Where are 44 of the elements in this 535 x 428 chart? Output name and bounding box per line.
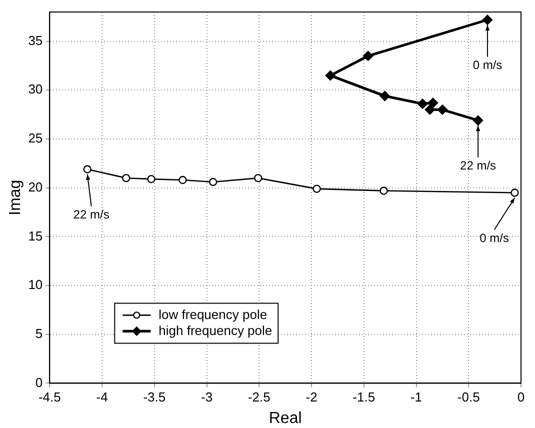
point	[417, 98, 428, 109]
x-tick-label: -0.5	[457, 390, 480, 405]
point	[208, 178, 218, 186]
x-tick-label: -3.5	[143, 390, 166, 405]
point	[428, 98, 438, 108]
point	[312, 184, 321, 193]
y-tick-label: 25	[28, 130, 43, 146]
y-tick-label: 0	[35, 374, 43, 390]
point	[472, 115, 484, 126]
x-axis-title: Real	[268, 410, 302, 427]
x-tick-label: -2	[306, 390, 318, 405]
annotation: 0 m/s	[480, 231, 510, 246]
point	[380, 90, 390, 102]
x-tick-label: -1	[410, 390, 422, 405]
point	[178, 176, 187, 184]
y-tick-label: 10	[28, 277, 43, 292]
x-tick-label: -4.5	[38, 390, 61, 405]
y-tick-label: 20	[28, 179, 43, 194]
point	[380, 186, 388, 195]
point	[254, 174, 262, 182]
x-tick-label: -4	[96, 390, 108, 405]
y-tick-label: 5	[35, 326, 43, 341]
point	[147, 174, 156, 184]
point	[482, 14, 493, 25]
point	[437, 104, 448, 115]
y-tick-label: 15	[28, 228, 43, 244]
point	[510, 188, 519, 197]
x-tick-label: -3	[200, 390, 213, 405]
x-tick-label: -1.5	[352, 390, 376, 405]
x-tick-label: 0	[517, 390, 525, 405]
point	[362, 50, 374, 62]
point	[325, 70, 336, 81]
legend-label: high frequency pole	[158, 322, 272, 338]
annotation: 22 m/s	[73, 208, 110, 222]
y-tick-label: 35	[28, 32, 43, 48]
point	[122, 174, 130, 182]
annotation: 22 m/s	[460, 158, 496, 173]
point	[424, 104, 435, 115]
point	[83, 165, 92, 174]
legend-label: low frequency pole	[158, 306, 268, 322]
y-axis-title: Imag	[7, 180, 24, 216]
y-tick-label: 30	[28, 82, 43, 97]
annotation: 0 m/s	[472, 58, 502, 72]
x-tick-label: -2.5	[248, 390, 270, 405]
